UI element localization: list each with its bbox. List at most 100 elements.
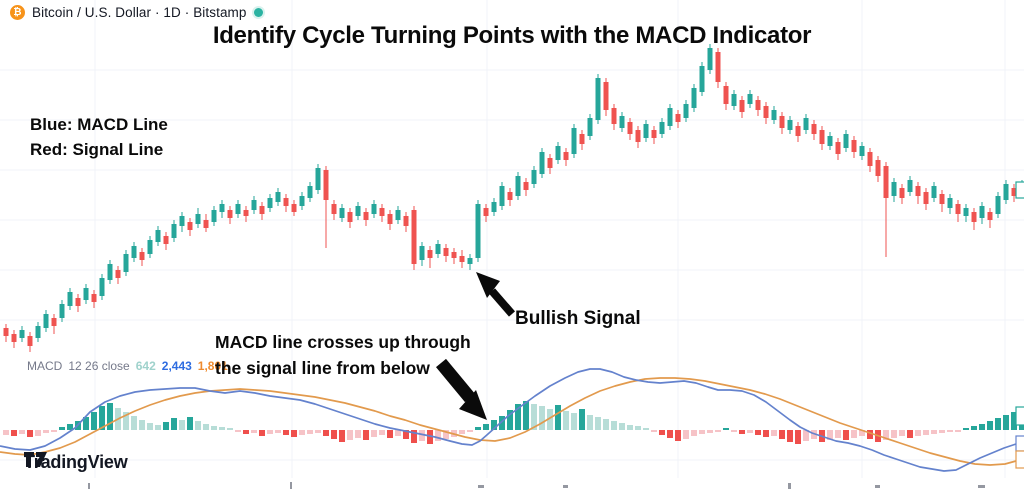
line-color-note: Blue: MACD Line Red: Signal Line	[30, 112, 168, 162]
macd-histogram-bar	[611, 421, 617, 430]
candle-body	[699, 66, 705, 92]
macd-histogram-bar	[443, 430, 449, 439]
macd-histogram-bar	[995, 418, 1001, 430]
candle-body	[115, 270, 121, 278]
candle-body	[507, 192, 513, 200]
candle-body	[715, 52, 721, 82]
macd-legend-name[interactable]: MACD	[27, 359, 63, 373]
candle-body	[379, 208, 385, 216]
macd-histogram-bar	[259, 430, 265, 436]
clipped-date-axis-fragment	[88, 483, 90, 489]
candle-body	[611, 108, 617, 124]
candle-body	[971, 212, 977, 222]
symbol-title[interactable]: Bitcoin / U.S. Dollar · 1D · Bitstamp	[32, 5, 247, 20]
macd-histogram-bar	[763, 430, 769, 437]
candle-body	[907, 180, 913, 192]
macd-histogram-bar	[355, 430, 361, 438]
macd-histogram-bar	[491, 420, 497, 430]
macd-histogram-bar	[123, 412, 129, 430]
macd-histogram-bar	[619, 423, 625, 430]
macd-histogram-bar	[163, 422, 169, 430]
candle-body	[107, 264, 113, 280]
macd-histogram-bar	[403, 430, 409, 439]
macd-histogram-bar	[651, 430, 657, 432]
macd-histogram-bar	[587, 415, 593, 430]
symbol-header[interactable]: ₿ Bitcoin / U.S. Dollar · 1D · Bitstamp	[10, 5, 263, 20]
clipped-date-axis-fragment	[788, 483, 791, 489]
macd-histogram-bar	[83, 417, 89, 430]
candle-body	[755, 100, 761, 110]
candle-body	[419, 246, 425, 260]
candle-body	[99, 278, 105, 296]
candle-body	[179, 216, 185, 226]
candle-body	[435, 244, 441, 254]
macd-histogram-bar	[891, 430, 897, 438]
candle-body	[835, 142, 841, 154]
candle-body	[139, 252, 145, 260]
macd-histogram-bar	[1003, 415, 1009, 430]
candle-body	[3, 328, 9, 336]
tradingview-attribution[interactable]: TradingView	[24, 452, 128, 473]
candle-body	[899, 188, 905, 198]
macd-histogram-bar	[915, 430, 921, 436]
macd-histogram-value: 642	[135, 359, 156, 373]
macd-histogram-bar	[179, 420, 185, 430]
candle-body	[291, 204, 297, 212]
macd-histogram-bar	[235, 430, 241, 432]
macd-histogram-bar	[347, 430, 353, 440]
macd-histogram-bar	[307, 430, 313, 434]
candle-body	[51, 318, 57, 326]
candle-body	[331, 204, 337, 214]
candle-body	[979, 206, 985, 218]
macd-histogram-bar	[67, 424, 73, 430]
candle-body	[595, 78, 601, 120]
macd-histogram-bar	[43, 430, 49, 433]
candle-body	[243, 210, 249, 216]
candle-body	[843, 134, 849, 148]
macd-histogram-bar	[923, 430, 929, 435]
candle-body	[251, 200, 257, 210]
candle-body	[267, 198, 273, 208]
macd-indicator-legend[interactable]: MACD 12 26 close 642 2,443 1,801	[27, 359, 228, 373]
macd-histogram-bar	[547, 409, 553, 430]
candle-body	[43, 314, 49, 328]
macd-histogram-bar	[803, 430, 809, 441]
market-status-dot-icon	[253, 8, 263, 17]
macd-histogram-bar	[315, 430, 321, 433]
candle-body	[827, 136, 833, 146]
macd-histogram-bar	[467, 430, 473, 432]
macd-histogram-bar	[779, 430, 785, 439]
candle-body	[235, 204, 241, 214]
candle-body	[203, 220, 209, 228]
candle-body	[83, 288, 89, 300]
macd-histogram-bar	[19, 430, 25, 434]
bitcoin-icon: ₿	[10, 5, 25, 20]
candle-body	[499, 186, 505, 206]
candle-body	[819, 130, 825, 144]
macd-histogram-bar	[795, 430, 801, 444]
candle-body	[987, 212, 993, 220]
macd-histogram-bar	[139, 420, 145, 430]
macd-histogram-bar	[563, 411, 569, 430]
macd-histogram-bar	[507, 410, 513, 430]
macd-line	[0, 368, 1024, 472]
candle-body	[571, 128, 577, 154]
candle-body	[347, 212, 353, 222]
macd-histogram-bar	[851, 430, 857, 438]
macd-histogram-bar	[635, 426, 641, 430]
macd-histogram-bar	[555, 405, 561, 430]
candle-body	[939, 194, 945, 204]
macd-histogram-bar	[243, 430, 249, 434]
macd-histogram-bar	[747, 430, 753, 433]
candle-body	[523, 182, 529, 190]
macd-histogram-bar	[339, 430, 345, 442]
candle-body	[283, 198, 289, 206]
macd-histogram-bar	[835, 430, 841, 438]
candle-body	[675, 114, 681, 122]
price-axis-label-box	[1015, 450, 1024, 469]
macd-histogram-bar	[499, 416, 505, 430]
candle-body	[19, 330, 25, 338]
macd-histogram-bar	[283, 430, 289, 435]
